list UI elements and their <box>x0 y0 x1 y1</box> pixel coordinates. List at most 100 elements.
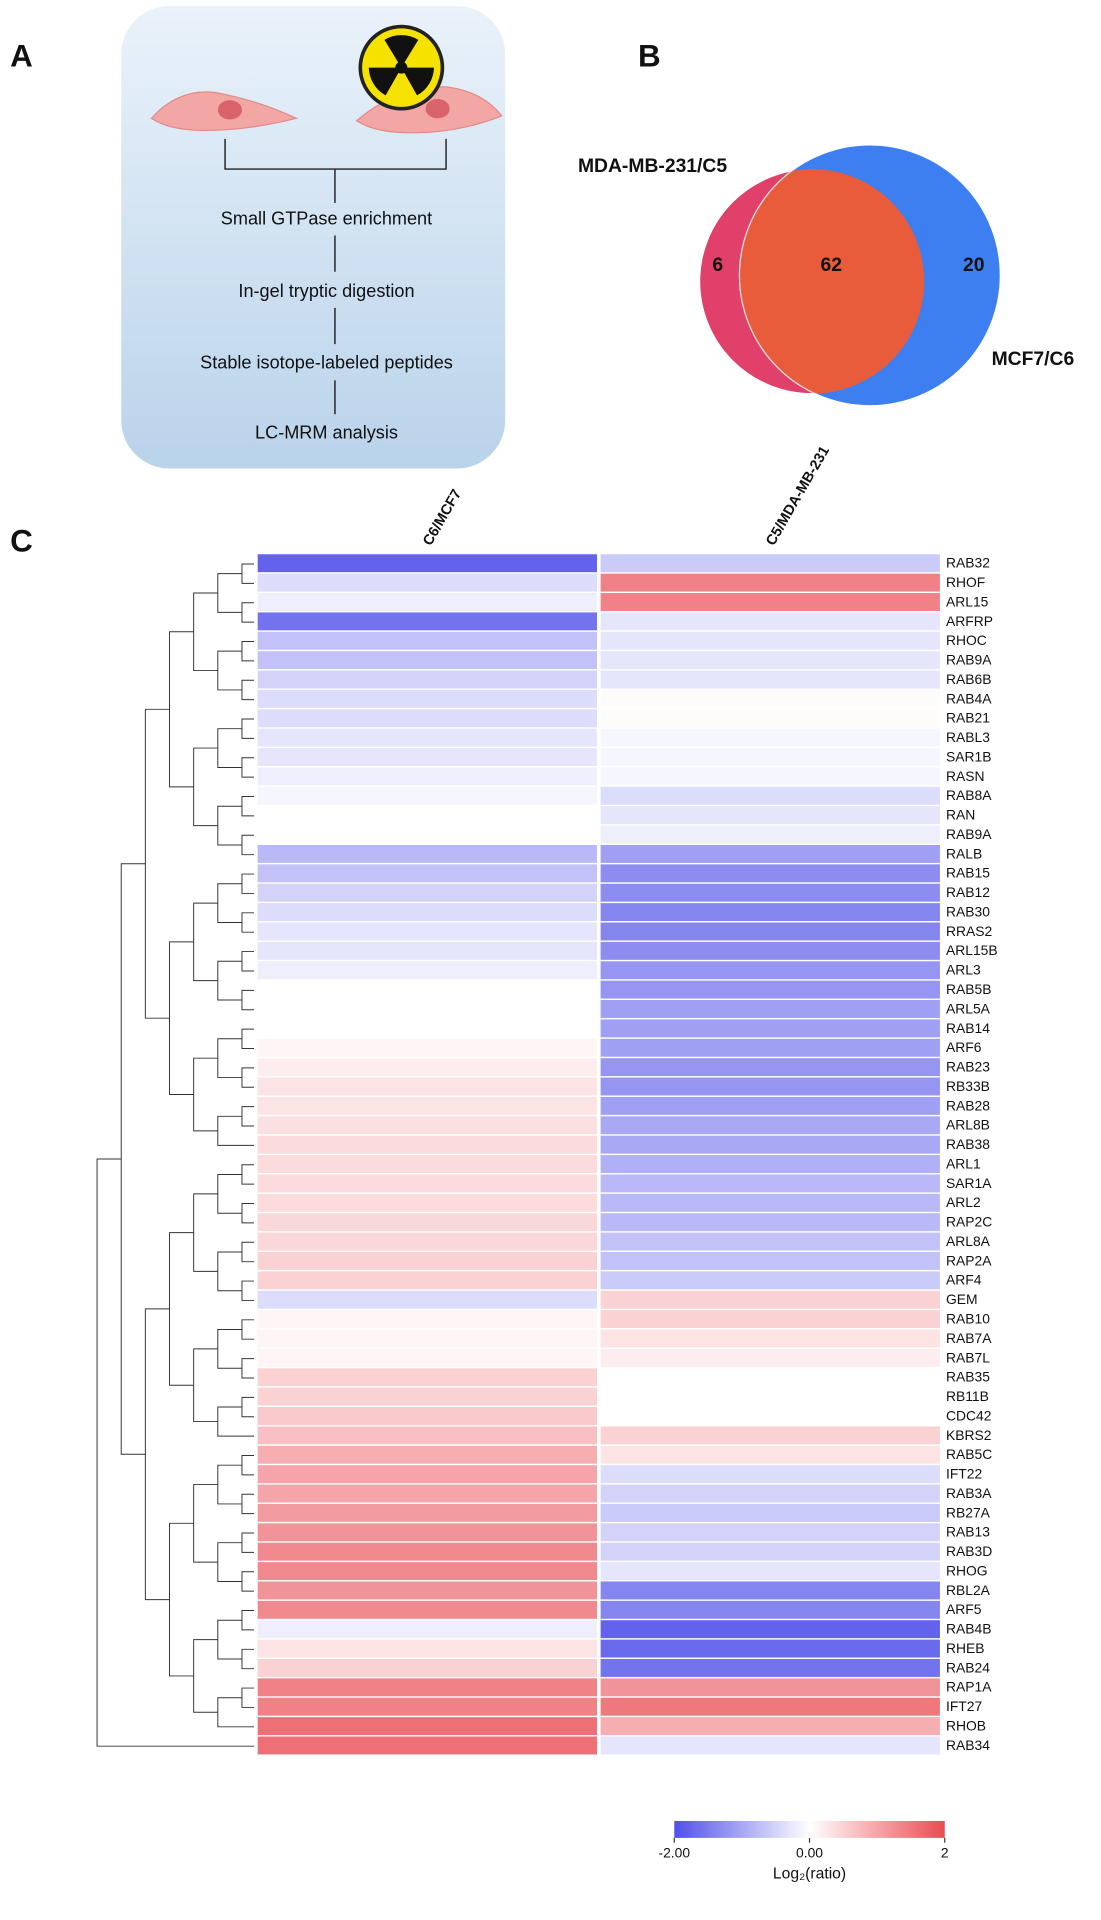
row-label: RAB28 <box>946 1097 990 1113</box>
heat-cell <box>600 825 940 844</box>
heat-cell <box>257 1697 597 1716</box>
row-label: RAP2C <box>946 1214 992 1230</box>
row-label: RAB30 <box>946 903 990 919</box>
dendrogram <box>96 1158 255 1747</box>
row-label: RHOG <box>946 1562 988 1578</box>
row-label: RAB10 <box>946 1310 990 1326</box>
dendrogram <box>169 1522 194 1677</box>
tick-label: 2 <box>941 1844 949 1860</box>
dendrogram <box>241 989 255 1011</box>
heat-cell <box>257 1600 597 1619</box>
heat-cell <box>600 593 940 611</box>
heat-cell <box>600 883 940 902</box>
row-label: RHOF <box>946 574 985 590</box>
heat-cell <box>600 1387 940 1406</box>
row-label: ARF4 <box>946 1272 982 1288</box>
dendrogram <box>193 902 218 982</box>
row-label: RAB12 <box>946 884 990 900</box>
heat-cell <box>257 1077 597 1096</box>
panel-label: A <box>10 38 33 73</box>
heat-cell <box>257 1329 597 1348</box>
dendrogram <box>217 960 242 1001</box>
heat-cell <box>257 1213 597 1232</box>
row-label: CDC42 <box>946 1407 992 1423</box>
row-label: RAB4A <box>946 690 992 706</box>
heat-cell <box>600 1232 940 1251</box>
dendrogram <box>217 1406 255 1437</box>
heat-cell <box>600 748 940 767</box>
heat-cell <box>600 573 940 592</box>
heat-cell <box>257 883 597 902</box>
step: Stable isotope-labeled peptides <box>200 352 453 372</box>
row-label: RAB24 <box>946 1659 990 1675</box>
workflow: Small GTPase enrichment In-gel tryptic d… <box>121 6 506 469</box>
dendrogram <box>217 1619 242 1660</box>
dendrogram <box>217 1115 255 1146</box>
dendrogram <box>144 1308 170 1601</box>
heat-cell <box>600 1310 940 1329</box>
dendrogram <box>241 796 255 817</box>
heat-cell <box>600 1135 940 1154</box>
row-label: RAB6B <box>946 671 992 687</box>
heat-cell <box>257 728 597 747</box>
tick-label: 0.00 <box>796 1844 823 1860</box>
heat-cell <box>600 1193 940 1212</box>
dendrogram <box>217 1542 242 1582</box>
heat-cell <box>257 1426 597 1445</box>
heat-cell <box>600 612 940 631</box>
row-label: RAB7L <box>946 1349 990 1365</box>
dendrogram <box>241 1164 255 1185</box>
dendrogram <box>217 573 242 613</box>
dendrogram <box>241 873 255 894</box>
row-label: RAB13 <box>946 1524 990 1540</box>
heat-cell <box>257 1581 597 1600</box>
dendrogram <box>169 1232 194 1386</box>
heat-cell <box>600 1116 940 1135</box>
heat-cell <box>257 1407 597 1425</box>
row-label: RAB35 <box>946 1369 990 1385</box>
row-label: RB11B <box>946 1388 989 1404</box>
step: In-gel tryptic digestion <box>238 281 414 301</box>
dendrogram <box>241 1493 255 1515</box>
dendrogram <box>169 631 194 788</box>
row-label: ARF5 <box>946 1601 982 1617</box>
heat-cell <box>257 1445 597 1464</box>
heat-cell <box>600 1697 940 1716</box>
heat-cell <box>257 709 597 728</box>
dendrogram <box>241 1067 255 1088</box>
dendrogram <box>241 834 255 856</box>
heat-cell <box>600 1426 940 1445</box>
heat-cell <box>257 748 597 767</box>
heat-cell <box>257 767 597 786</box>
heat-cell <box>600 922 940 941</box>
heat-cell <box>600 1019 940 1038</box>
dendrogram <box>241 1454 255 1476</box>
heat-cell <box>600 1329 940 1348</box>
heat-cell <box>257 1019 597 1038</box>
heat-cell <box>600 941 940 960</box>
heat-cell <box>257 825 597 844</box>
heat-cell <box>257 941 597 960</box>
dendrogram <box>241 1203 255 1224</box>
colorbar <box>674 1820 945 1838</box>
heat-cell <box>600 1717 940 1736</box>
venn-count: 20 <box>963 255 984 276</box>
heat-cell <box>257 1310 597 1329</box>
dendrogram <box>217 650 242 691</box>
row-label: ARL3 <box>946 962 981 978</box>
heat-cell <box>257 1155 597 1174</box>
row-label: KBRS2 <box>946 1427 992 1443</box>
dendrogram <box>241 679 255 701</box>
heat-cell <box>600 689 940 708</box>
workflow-box <box>121 6 506 469</box>
heat-cell <box>600 1445 940 1464</box>
heatmap: C6/MCF7 C5/MDA-MB-231 RAB32 RHOF ARL15 ARFRP R… <box>96 444 998 1882</box>
heat-cell <box>257 1038 597 1057</box>
heat-cell <box>600 651 940 670</box>
row-label: RAB5C <box>946 1446 992 1462</box>
set-label: MCF7/C6 <box>992 349 1075 370</box>
row-label: RAB21 <box>946 710 990 726</box>
heat-cell <box>257 1465 597 1484</box>
panel-label: C <box>10 524 33 559</box>
